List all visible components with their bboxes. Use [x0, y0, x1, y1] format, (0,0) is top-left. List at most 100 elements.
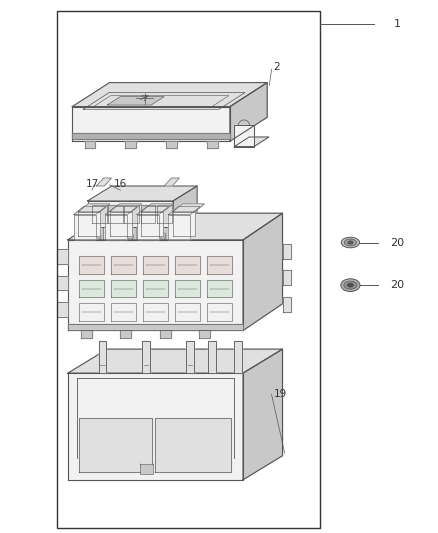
Polygon shape [207, 280, 232, 297]
Polygon shape [78, 204, 110, 212]
Polygon shape [81, 330, 92, 338]
Polygon shape [79, 303, 104, 321]
Polygon shape [120, 330, 131, 338]
Polygon shape [142, 341, 150, 373]
Polygon shape [68, 213, 283, 240]
Polygon shape [143, 280, 168, 297]
Polygon shape [57, 249, 68, 264]
Polygon shape [105, 206, 137, 214]
Polygon shape [88, 186, 197, 201]
Polygon shape [234, 137, 269, 147]
Polygon shape [108, 205, 123, 223]
Polygon shape [68, 240, 243, 330]
Polygon shape [283, 270, 291, 285]
Polygon shape [68, 324, 243, 330]
Circle shape [95, 232, 101, 240]
Polygon shape [168, 214, 190, 239]
Polygon shape [57, 276, 68, 290]
Polygon shape [72, 133, 230, 139]
Polygon shape [92, 205, 107, 223]
Text: 19: 19 [274, 390, 287, 399]
Polygon shape [99, 341, 106, 373]
Polygon shape [173, 186, 197, 227]
Polygon shape [125, 141, 136, 148]
Circle shape [111, 232, 117, 240]
Polygon shape [207, 141, 218, 148]
Polygon shape [72, 107, 230, 141]
Polygon shape [141, 212, 163, 236]
Polygon shape [175, 280, 200, 297]
Text: 20: 20 [390, 238, 404, 247]
Circle shape [160, 232, 166, 240]
Ellipse shape [348, 284, 353, 287]
Bar [140, 464, 153, 474]
Polygon shape [173, 204, 205, 212]
Polygon shape [164, 178, 180, 186]
Polygon shape [234, 341, 242, 373]
Polygon shape [143, 256, 168, 274]
Text: 2: 2 [274, 62, 280, 71]
Polygon shape [57, 302, 68, 317]
Polygon shape [207, 303, 232, 321]
Polygon shape [166, 141, 177, 148]
Circle shape [144, 232, 150, 240]
Polygon shape [88, 201, 173, 227]
Text: 17: 17 [85, 179, 99, 189]
Ellipse shape [348, 241, 353, 244]
Text: 1: 1 [394, 19, 401, 29]
Polygon shape [68, 373, 243, 480]
Circle shape [127, 232, 134, 240]
Polygon shape [168, 206, 200, 214]
Polygon shape [141, 204, 173, 212]
Text: 16: 16 [114, 179, 127, 189]
Polygon shape [107, 96, 164, 105]
Polygon shape [283, 297, 291, 312]
Ellipse shape [344, 239, 357, 246]
Polygon shape [111, 280, 136, 297]
Ellipse shape [341, 237, 360, 248]
Polygon shape [175, 256, 200, 274]
Polygon shape [85, 141, 95, 148]
Polygon shape [283, 244, 291, 259]
Polygon shape [160, 330, 171, 338]
Polygon shape [79, 256, 104, 274]
Polygon shape [141, 205, 155, 223]
Polygon shape [208, 341, 216, 373]
Polygon shape [137, 214, 159, 239]
Polygon shape [155, 418, 231, 472]
Polygon shape [175, 303, 200, 321]
Polygon shape [125, 227, 136, 240]
Polygon shape [109, 227, 120, 240]
Polygon shape [96, 178, 111, 186]
Polygon shape [243, 213, 283, 330]
Polygon shape [173, 212, 194, 236]
Polygon shape [157, 205, 172, 223]
Polygon shape [110, 212, 131, 236]
Polygon shape [158, 227, 168, 240]
Polygon shape [111, 303, 136, 321]
Polygon shape [137, 206, 169, 214]
Polygon shape [93, 227, 103, 240]
Polygon shape [186, 341, 194, 373]
Polygon shape [143, 303, 168, 321]
Polygon shape [207, 256, 232, 274]
Ellipse shape [344, 281, 357, 289]
Polygon shape [110, 204, 141, 212]
Polygon shape [124, 205, 139, 223]
Polygon shape [243, 349, 283, 480]
Polygon shape [234, 125, 254, 147]
Polygon shape [68, 349, 283, 373]
Polygon shape [230, 83, 267, 141]
Polygon shape [74, 206, 106, 214]
Polygon shape [199, 330, 210, 338]
Polygon shape [78, 212, 100, 236]
Polygon shape [79, 280, 104, 297]
Bar [57, 11, 320, 528]
Polygon shape [141, 227, 152, 240]
Polygon shape [74, 214, 96, 239]
Text: 20: 20 [390, 280, 404, 290]
Polygon shape [105, 214, 127, 239]
Polygon shape [111, 256, 136, 274]
Polygon shape [79, 418, 152, 472]
Polygon shape [72, 83, 267, 107]
